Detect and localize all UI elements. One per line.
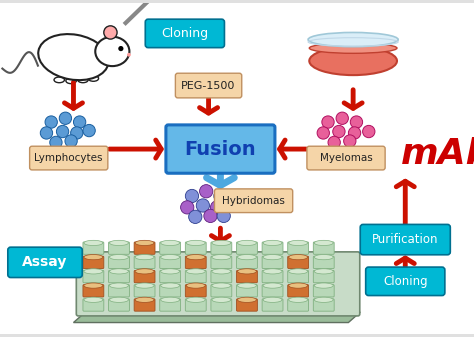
Circle shape — [189, 210, 202, 223]
FancyBboxPatch shape — [313, 256, 334, 269]
FancyBboxPatch shape — [262, 299, 283, 311]
Ellipse shape — [84, 254, 103, 260]
FancyBboxPatch shape — [83, 242, 104, 254]
FancyBboxPatch shape — [134, 242, 155, 254]
FancyBboxPatch shape — [366, 267, 445, 296]
FancyBboxPatch shape — [211, 270, 232, 283]
FancyBboxPatch shape — [175, 73, 242, 98]
FancyBboxPatch shape — [313, 285, 334, 297]
FancyBboxPatch shape — [237, 299, 257, 311]
FancyBboxPatch shape — [109, 285, 129, 297]
Circle shape — [71, 127, 83, 139]
Ellipse shape — [289, 283, 308, 288]
FancyBboxPatch shape — [109, 256, 129, 269]
Ellipse shape — [54, 77, 64, 83]
Ellipse shape — [161, 240, 180, 246]
FancyBboxPatch shape — [166, 125, 275, 173]
Ellipse shape — [38, 34, 109, 80]
Circle shape — [333, 125, 345, 138]
Ellipse shape — [109, 283, 128, 288]
Ellipse shape — [186, 297, 205, 302]
Ellipse shape — [237, 269, 256, 274]
Circle shape — [196, 199, 210, 212]
FancyBboxPatch shape — [83, 256, 104, 269]
FancyBboxPatch shape — [185, 256, 206, 269]
Ellipse shape — [314, 254, 333, 260]
FancyBboxPatch shape — [185, 270, 206, 283]
Ellipse shape — [263, 297, 282, 302]
FancyBboxPatch shape — [262, 256, 283, 269]
FancyBboxPatch shape — [160, 285, 181, 297]
Ellipse shape — [309, 43, 397, 53]
Ellipse shape — [109, 254, 128, 260]
FancyBboxPatch shape — [237, 256, 257, 269]
Ellipse shape — [161, 297, 180, 302]
FancyBboxPatch shape — [134, 270, 155, 283]
Ellipse shape — [314, 283, 333, 288]
Circle shape — [348, 127, 361, 139]
Ellipse shape — [289, 297, 308, 302]
Circle shape — [65, 135, 77, 147]
Circle shape — [210, 201, 224, 214]
Text: Hybridomas: Hybridomas — [222, 196, 285, 206]
Circle shape — [217, 209, 230, 222]
Ellipse shape — [135, 283, 154, 288]
FancyBboxPatch shape — [288, 242, 309, 254]
FancyBboxPatch shape — [211, 285, 232, 297]
Ellipse shape — [314, 297, 333, 302]
Ellipse shape — [84, 283, 103, 288]
Circle shape — [45, 116, 57, 128]
Text: Cloning: Cloning — [161, 27, 209, 40]
Ellipse shape — [237, 283, 256, 288]
Circle shape — [59, 112, 72, 124]
Ellipse shape — [88, 75, 99, 81]
FancyBboxPatch shape — [109, 270, 129, 283]
FancyBboxPatch shape — [288, 285, 309, 297]
FancyBboxPatch shape — [160, 270, 181, 283]
FancyBboxPatch shape — [360, 224, 450, 255]
Ellipse shape — [135, 297, 154, 302]
Ellipse shape — [109, 297, 128, 302]
Ellipse shape — [161, 283, 180, 288]
FancyBboxPatch shape — [237, 242, 257, 254]
Circle shape — [204, 209, 217, 222]
Ellipse shape — [84, 269, 103, 274]
FancyBboxPatch shape — [160, 256, 181, 269]
Ellipse shape — [186, 254, 205, 260]
FancyBboxPatch shape — [211, 242, 232, 254]
FancyBboxPatch shape — [262, 285, 283, 297]
FancyBboxPatch shape — [288, 256, 309, 269]
FancyBboxPatch shape — [313, 270, 334, 283]
FancyBboxPatch shape — [185, 285, 206, 297]
Ellipse shape — [308, 32, 398, 47]
Ellipse shape — [237, 297, 256, 302]
Circle shape — [363, 125, 375, 138]
FancyBboxPatch shape — [83, 270, 104, 283]
Text: Lymphocytes: Lymphocytes — [35, 153, 103, 163]
FancyBboxPatch shape — [109, 242, 129, 254]
Ellipse shape — [84, 240, 103, 246]
Text: mAb: mAb — [401, 136, 474, 170]
Circle shape — [350, 116, 363, 128]
FancyBboxPatch shape — [313, 242, 334, 254]
FancyBboxPatch shape — [313, 299, 334, 311]
FancyBboxPatch shape — [76, 252, 360, 316]
Circle shape — [344, 135, 356, 147]
FancyBboxPatch shape — [288, 299, 309, 311]
Circle shape — [56, 125, 69, 138]
Ellipse shape — [161, 269, 180, 274]
Text: Fusion: Fusion — [184, 140, 256, 159]
Ellipse shape — [212, 283, 231, 288]
FancyBboxPatch shape — [262, 242, 283, 254]
Ellipse shape — [78, 77, 88, 83]
Ellipse shape — [135, 240, 154, 246]
Ellipse shape — [263, 283, 282, 288]
Circle shape — [336, 112, 348, 124]
Ellipse shape — [289, 269, 308, 274]
FancyBboxPatch shape — [160, 299, 181, 311]
Ellipse shape — [289, 240, 308, 246]
Ellipse shape — [289, 254, 308, 260]
FancyBboxPatch shape — [185, 242, 206, 254]
Ellipse shape — [186, 240, 205, 246]
